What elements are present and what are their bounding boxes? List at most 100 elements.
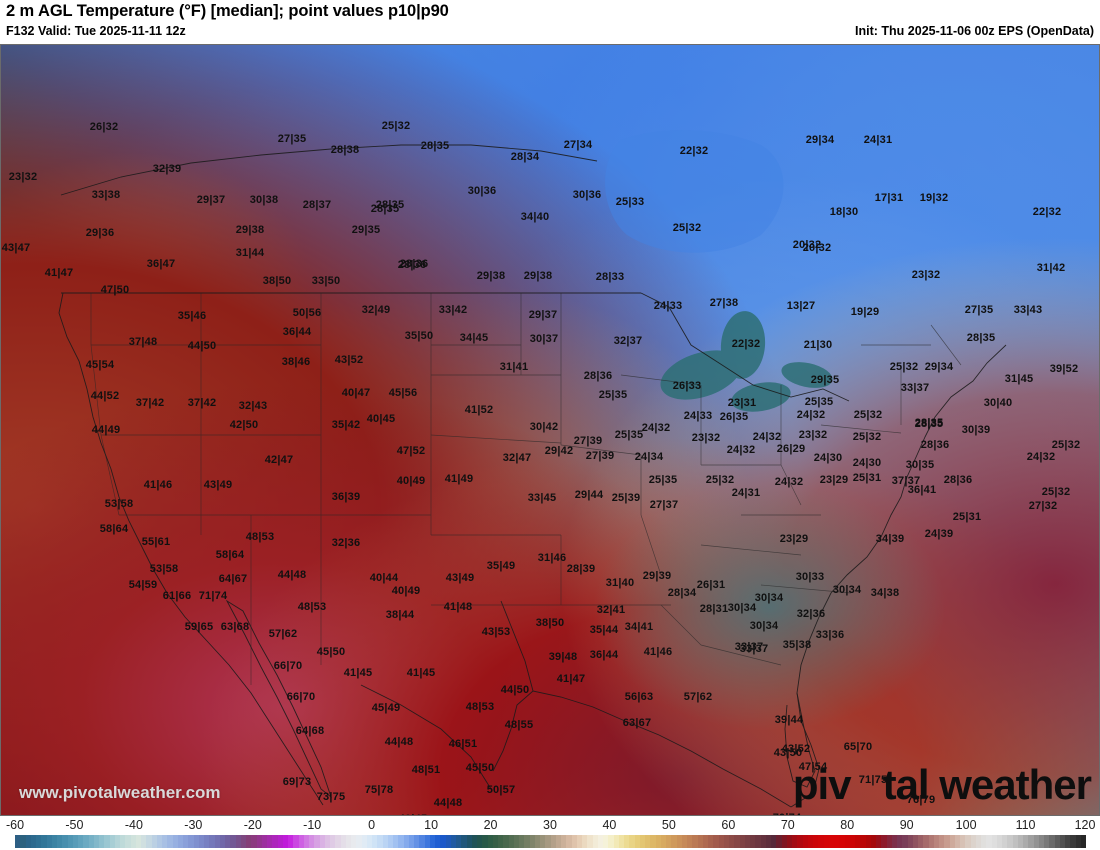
point-value-label: 19|29 (850, 306, 880, 318)
colorbar-swatch (214, 835, 220, 848)
colorbar-swatch (818, 835, 824, 848)
pivotal-weather-logo: piv tal weather (793, 761, 1092, 809)
point-value-label: 44|49 (91, 424, 121, 436)
point-value-label: 28|35 (966, 332, 996, 344)
point-value-label: 48|51 (411, 764, 441, 776)
colorbar-swatch (624, 835, 630, 848)
colorbar-swatch (965, 835, 971, 848)
point-value-label: 64|67 (218, 573, 248, 585)
point-value-label: 50|56 (292, 307, 322, 319)
colorbar-swatch (755, 835, 761, 848)
point-value-label: 24|32 (726, 444, 756, 456)
colorbar-swatch (802, 835, 808, 848)
colorbar-swatch (487, 835, 493, 848)
colorbar-swatch (681, 835, 687, 848)
point-value-label: 25|35 (598, 389, 628, 401)
colorbar-swatch (981, 835, 987, 848)
point-value-label: 31|46 (537, 552, 567, 564)
colorbar-swatch (645, 835, 651, 848)
colorbar-swatch (597, 835, 603, 848)
point-value-label: 24|33 (653, 300, 683, 312)
point-value-label: 30|34 (832, 584, 862, 596)
colorbar-swatch (1028, 835, 1034, 848)
point-value-label: 43|52 (334, 354, 364, 366)
point-value-label: 48|53 (245, 531, 275, 543)
colorbar-swatch (534, 835, 540, 848)
point-value-label: 29|37 (196, 194, 226, 206)
state-lines (90, 293, 962, 685)
point-value-label: 27|35 (277, 133, 307, 145)
colorbar-swatch (608, 835, 614, 848)
point-value-label: 24|32 (752, 431, 782, 443)
colorbar-swatch (991, 835, 997, 848)
point-value-label: 25|32 (672, 222, 702, 234)
colorbar-swatch (986, 835, 992, 848)
point-value-label: 38|50 (262, 275, 292, 287)
point-value-label: 35|49 (486, 560, 516, 572)
point-value-label: 28|36 (920, 439, 950, 451)
colorbar-swatch (135, 835, 141, 848)
colorbar-swatch (130, 835, 136, 848)
point-value-label: 23|32 (798, 429, 828, 441)
point-value-label: 29|38 (523, 270, 553, 282)
colorbar-swatch (141, 835, 147, 848)
colorbar-swatch (629, 835, 635, 848)
colorbar-swatch (209, 835, 215, 848)
colorbar-swatch (72, 835, 78, 848)
point-value-label: 34|45 (459, 332, 489, 344)
point-value-label: 33|37 (734, 641, 764, 653)
point-value-label: 30|37 (529, 333, 559, 345)
point-value-label: 58|64 (215, 549, 245, 561)
point-value-label: 31|42 (1036, 262, 1066, 274)
point-value-label: 63|68 (220, 621, 250, 633)
point-value-label: 57|62 (268, 628, 298, 640)
point-value-label: 48|53 (465, 701, 495, 713)
colorbar-swatch (676, 835, 682, 848)
point-value-label: 28|36 (583, 370, 613, 382)
point-value-label: 33|36 (815, 629, 845, 641)
colorbar-swatch (204, 835, 210, 848)
colorbar-swatch (351, 835, 357, 848)
colorbar-swatch (240, 835, 246, 848)
point-value-label: 34|40 (520, 211, 550, 223)
point-value-label: 22|32 (1032, 206, 1062, 218)
point-value-label: 25|39 (611, 492, 641, 504)
point-value-label: 40|45 (399, 813, 428, 815)
point-value-label: 45|50 (465, 762, 495, 774)
colorbar-tick: 50 (661, 818, 676, 832)
colorbar-swatch (870, 835, 876, 848)
colorbar-swatch (498, 835, 504, 848)
temperature-map[interactable]: 26|32 23|32 32|39 33|38 29|37 30|38 28|37 28|35… (1, 45, 1099, 815)
point-value-label: 35|42 (331, 419, 361, 431)
point-value-label: 38|50 (535, 617, 565, 629)
colorbar-swatch (366, 835, 372, 848)
colorbar-swatch (855, 835, 861, 848)
colorbar-swatch (162, 835, 168, 848)
point-value-label: 29|36 (85, 227, 115, 239)
point-value-label: 27|38 (709, 297, 739, 309)
point-value-label: 40|49 (396, 475, 426, 487)
point-value-label: 25|32 (381, 120, 411, 132)
point-value-label: 48|55 (504, 719, 534, 731)
point-value-label: 36|41 (907, 484, 937, 496)
colorbar-tick: -10 (303, 818, 322, 832)
point-value-label: 28|33 (595, 271, 625, 283)
colorbar-swatch (235, 835, 241, 848)
point-value-label: 28|31 (699, 603, 729, 615)
map-viewport[interactable]: 26|32 23|32 32|39 33|38 29|37 30|38 28|37 28|35… (0, 44, 1100, 816)
point-value-label: 43|49 (203, 479, 233, 491)
point-value-label: 41|45 (406, 667, 436, 679)
point-value-label: 25|35 (648, 474, 678, 486)
point-value-label: 22|32 (679, 145, 709, 157)
colorbar-tick: 0 (368, 818, 376, 832)
colorbar-swatch (576, 835, 582, 848)
point-value-label: 45|54 (85, 359, 115, 371)
point-value-label: 56|63 (624, 691, 654, 703)
point-value-label: 31|41 (499, 361, 529, 373)
point-value-label: 39|44 (774, 714, 804, 726)
colorbar-swatch (718, 835, 724, 848)
colorbar-swatch (634, 835, 640, 848)
point-value-label: 43|50 (773, 747, 803, 759)
point-value-label: 19|32 (919, 192, 949, 204)
colorbar-tick: 10 (424, 818, 439, 832)
